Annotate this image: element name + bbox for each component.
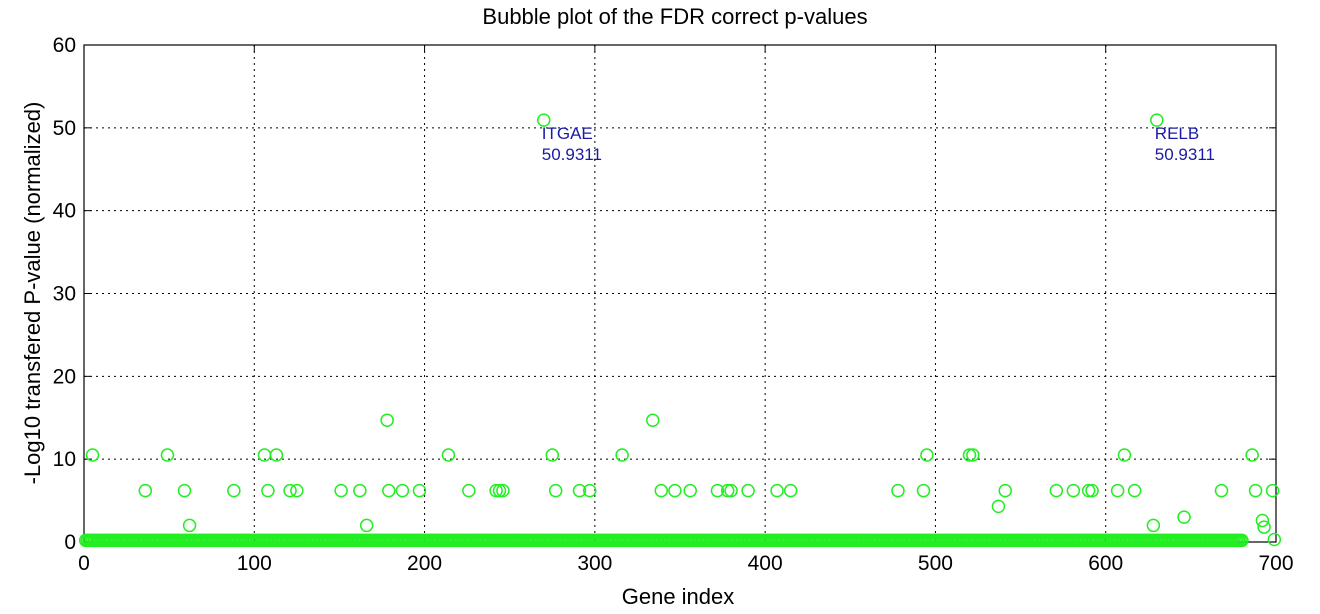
annotation-label: RELB (1155, 124, 1199, 143)
data-point (920, 448, 934, 462)
data-point (646, 413, 660, 427)
data-point (182, 518, 197, 533)
x-tick-label: 600 (1088, 552, 1123, 575)
data-point (496, 483, 510, 498)
data-point (998, 483, 1012, 498)
data-point (916, 483, 931, 498)
chart-title: Bubble plot of the FDR correct p-values (482, 4, 867, 29)
data-point (138, 483, 153, 498)
annotations: ITGAE 50.9311 RELB 50.9311 (542, 124, 1215, 164)
data-point (1267, 532, 1282, 547)
y-tick-label: 10 (53, 448, 76, 471)
data-point (545, 448, 560, 462)
data-point (334, 483, 348, 498)
data-point (1081, 483, 1096, 498)
x-tick-label: 500 (918, 552, 953, 575)
grid-lines (84, 45, 1276, 542)
x-axis-label: Gene index (622, 584, 735, 609)
annotation-label: ITGAE (542, 124, 593, 143)
data-point (1177, 510, 1191, 524)
y-tick-label: 50 (53, 117, 76, 140)
data-point (720, 483, 735, 498)
y-tick-label: 0 (64, 531, 76, 554)
data-point (1245, 448, 1259, 462)
y-axis-label: -Log10 transfered P-value (normalized) (20, 102, 45, 485)
data-point (710, 483, 725, 498)
x-tick-label: 0 (78, 552, 90, 575)
y-tick-label: 40 (53, 200, 76, 223)
y-tick-label: 20 (53, 365, 76, 388)
data-point (724, 483, 738, 498)
data-point (770, 483, 784, 498)
data-point (462, 483, 476, 498)
axis-ticks: 0 100 200 300 400 500 600 700 0 10 20 30 40 50 60 (53, 34, 1294, 575)
data-point (683, 483, 697, 498)
data-point (1085, 483, 1099, 498)
data-point (966, 448, 980, 462)
x-tick-label: 300 (577, 552, 612, 575)
data-point (1214, 483, 1229, 498)
data-point (668, 483, 682, 498)
data-point (1117, 448, 1132, 462)
data-point (353, 483, 367, 498)
x-tick-label: 100 (237, 552, 272, 575)
data-point (1049, 483, 1064, 498)
annotation-value: 50.9311 (542, 145, 602, 164)
data-point (962, 448, 977, 462)
data-point (582, 483, 597, 498)
data-point (412, 483, 427, 498)
data-point (290, 483, 304, 498)
data-point (548, 483, 563, 498)
data-point (1265, 483, 1280, 498)
x-tick-label: 400 (748, 552, 783, 575)
data-point (741, 483, 755, 498)
y-tick-label: 60 (53, 34, 76, 57)
data-point (1257, 520, 1271, 534)
data-point (227, 483, 241, 498)
data-point (572, 483, 587, 498)
data-point (1110, 483, 1125, 498)
data-point (783, 483, 798, 498)
data-point (1255, 513, 1270, 528)
data-point (283, 483, 297, 498)
annotation-value: 50.9311 (1155, 145, 1215, 164)
data-point (359, 518, 374, 533)
data-point (382, 483, 396, 498)
data-point (395, 483, 410, 498)
data-point (269, 448, 284, 462)
data-points (78, 113, 1282, 548)
data-point (160, 448, 175, 462)
data-point (537, 113, 551, 127)
data-point (654, 483, 669, 498)
data-point (380, 413, 394, 427)
data-point (891, 483, 905, 498)
data-point (1127, 483, 1142, 498)
data-point (1150, 113, 1164, 127)
data-point (1146, 518, 1161, 533)
data-point (441, 448, 456, 462)
x-tick-label: 200 (407, 552, 442, 575)
data-point (489, 483, 503, 498)
y-tick-label: 30 (53, 283, 76, 306)
data-point (991, 499, 1006, 514)
data-point (1248, 483, 1263, 498)
data-point (492, 483, 507, 498)
data-point (1066, 483, 1081, 498)
data-point (615, 448, 629, 462)
data-point (1235, 533, 1249, 548)
data-point (85, 448, 100, 462)
x-tick-label: 700 (1258, 552, 1293, 575)
data-point (177, 483, 192, 498)
data-point (261, 483, 275, 498)
